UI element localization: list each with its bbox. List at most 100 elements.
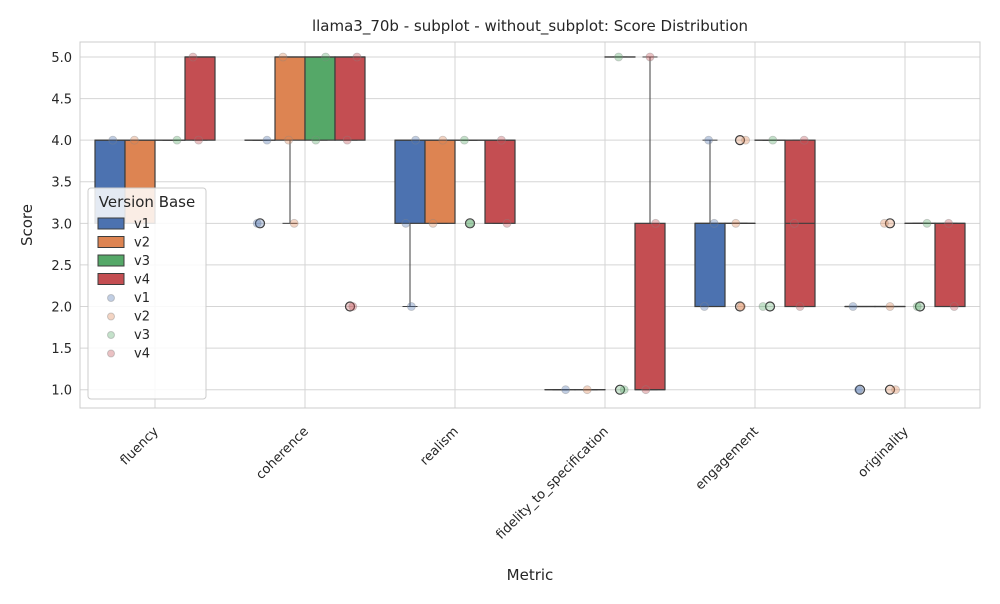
strip-point — [769, 136, 777, 144]
y-tick-label: 2.0 — [51, 301, 72, 316]
strip-point — [562, 386, 570, 394]
strip-point — [950, 303, 958, 311]
legend-swatch — [98, 218, 124, 229]
box — [425, 140, 455, 223]
strip-point — [439, 136, 447, 144]
legend-label: v1 — [134, 217, 150, 232]
legend-label: v4 — [134, 273, 150, 288]
strip-point — [646, 53, 654, 61]
y-tick-label: 1.5 — [51, 342, 72, 357]
legend-label: v3 — [134, 328, 150, 343]
strip-point — [253, 219, 261, 227]
legend-marker — [108, 350, 115, 357]
legend-swatch — [98, 237, 124, 248]
box — [275, 57, 305, 140]
strip-point — [800, 136, 808, 144]
legend-label: v2 — [134, 310, 150, 325]
box-group — [485, 136, 515, 227]
legend-label: v4 — [134, 347, 150, 362]
strip-point — [195, 136, 203, 144]
strip-point — [790, 219, 798, 227]
x-tick-label: originality — [855, 424, 912, 481]
strip-point — [263, 136, 271, 144]
legend-label: v3 — [134, 254, 150, 269]
box-group — [155, 136, 185, 144]
strip-point — [759, 303, 767, 311]
y-tick-label: 4.5 — [51, 93, 72, 108]
strip-point — [642, 386, 650, 394]
box-group — [875, 219, 905, 394]
box-group — [785, 136, 815, 310]
box — [395, 140, 425, 223]
box — [635, 223, 665, 389]
x-tick-label: fluency — [118, 424, 162, 468]
strip-point — [710, 219, 718, 227]
strip-point — [732, 219, 740, 227]
strip-point — [173, 136, 181, 144]
box — [935, 223, 965, 306]
chart-title: llama3_70b - subplot - without_subplot: … — [312, 17, 748, 36]
box-group — [695, 136, 725, 310]
legend-label: v2 — [134, 236, 150, 251]
legend-swatch — [98, 255, 124, 266]
box-group — [305, 53, 335, 144]
legend-marker — [108, 313, 115, 320]
box — [335, 57, 365, 140]
strip-point — [503, 219, 511, 227]
y-axis-label: Score — [18, 204, 36, 246]
box-group — [425, 136, 455, 227]
box-group — [395, 136, 425, 310]
strip-point — [402, 219, 410, 227]
strip-point — [855, 386, 863, 394]
strip-point — [312, 136, 320, 144]
strip-point — [290, 219, 298, 227]
strip-point — [497, 136, 505, 144]
strip-point — [913, 303, 921, 311]
strip-point — [615, 53, 623, 61]
strip-point — [796, 303, 804, 311]
box — [185, 57, 215, 140]
strip-point — [849, 303, 857, 311]
box-group — [575, 386, 605, 394]
strip-point — [349, 303, 357, 311]
box — [305, 57, 335, 140]
strip-point — [892, 386, 900, 394]
strip-point — [130, 136, 138, 144]
legend-title: Version Base — [99, 193, 195, 211]
y-tick-label: 1.0 — [51, 384, 72, 399]
box-group — [635, 53, 665, 394]
strip-point — [652, 219, 660, 227]
strip-point — [189, 53, 197, 61]
strip-point — [945, 219, 953, 227]
strip-point — [343, 136, 351, 144]
x-tick-label: engagement — [693, 424, 762, 493]
legend-label: v1 — [134, 291, 150, 306]
strip-point — [460, 136, 468, 144]
y-tick-label: 2.5 — [51, 259, 72, 274]
y-tick-label: 5.0 — [51, 51, 72, 66]
strip-point — [923, 219, 931, 227]
x-tick-label: coherence — [253, 424, 312, 483]
box — [485, 140, 515, 223]
strip-point — [737, 303, 745, 311]
strip-point — [322, 53, 330, 61]
strip-point — [353, 53, 361, 61]
y-tick-label: 4.0 — [51, 134, 72, 149]
y-tick-label: 3.5 — [51, 176, 72, 191]
box-group — [185, 53, 215, 144]
legend-marker — [108, 332, 115, 339]
box-group — [275, 53, 305, 227]
strip-point — [705, 136, 713, 144]
y-tick-label: 3.0 — [51, 217, 72, 232]
box-group — [935, 219, 965, 310]
strip-point — [700, 303, 708, 311]
strip-point — [109, 136, 117, 144]
strip-point — [742, 136, 750, 144]
strip-point — [285, 136, 293, 144]
strip-point — [886, 303, 894, 311]
strip-point — [429, 219, 437, 227]
box-group — [725, 136, 755, 311]
x-axis-label: Metric — [507, 566, 554, 584]
legend-swatch — [98, 274, 124, 285]
